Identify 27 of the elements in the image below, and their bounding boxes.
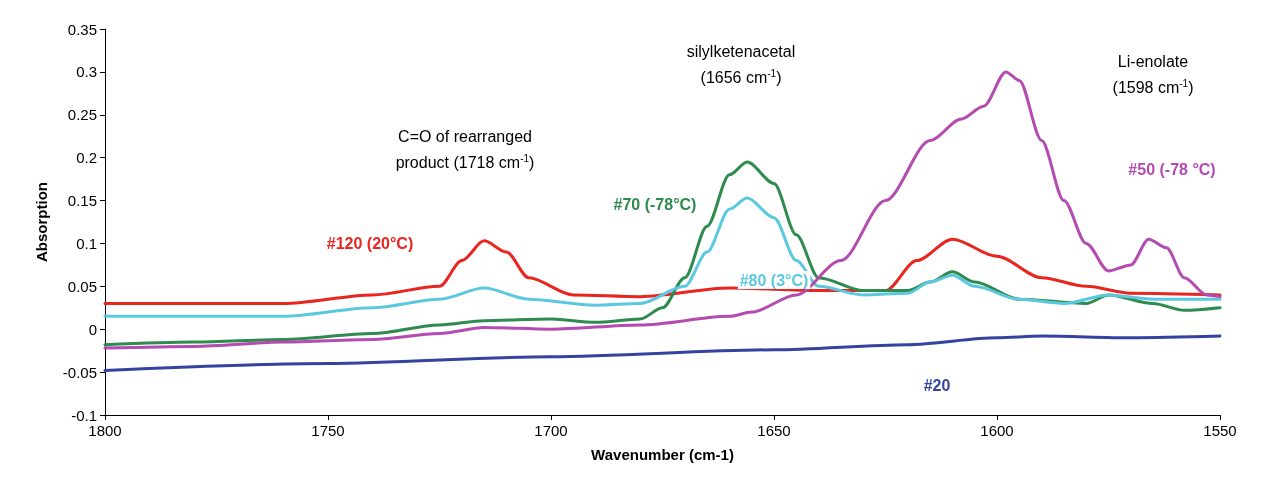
y-tick-label: 0.25 [67, 106, 97, 124]
line-series [103, 196, 1222, 318]
y-tick-label: 0.1 [76, 234, 97, 252]
text: #120 (20°C) [326, 234, 414, 252]
y-tick-label: 0.05 [67, 277, 97, 295]
series-label: #80 (3°C) [739, 271, 809, 289]
y-tick-label: 0 [88, 320, 97, 338]
y-tick-label: 0.3 [76, 63, 97, 81]
x-tick-label: 1800 [88, 422, 122, 439]
y-axis-title: Absorption [33, 182, 50, 262]
text: #20 [923, 376, 951, 394]
x-tick-label: 1700 [534, 422, 568, 439]
y-tick-label: 0.35 [67, 20, 97, 38]
line-series [103, 237, 1222, 305]
x-tick-label: 1600 [980, 422, 1014, 439]
line-series [103, 70, 1222, 350]
y-tick-label: 0.15 [67, 192, 97, 210]
y-tick-label: -0.05 [62, 363, 97, 381]
x-axis-title: Wavenumber (cm-1) [591, 446, 734, 463]
x-tick-label: 1750 [311, 422, 345, 439]
y-tick-label: 0.2 [76, 149, 97, 167]
y-tick-label: -0.1 [71, 406, 97, 424]
series-label: #70 (-78°C) [613, 195, 697, 213]
line-series [103, 334, 1222, 372]
text: #50 (-78 °C) [1128, 160, 1216, 178]
x-tick-label: 1650 [757, 422, 791, 439]
x-tick-label: 1550 [1203, 422, 1237, 439]
